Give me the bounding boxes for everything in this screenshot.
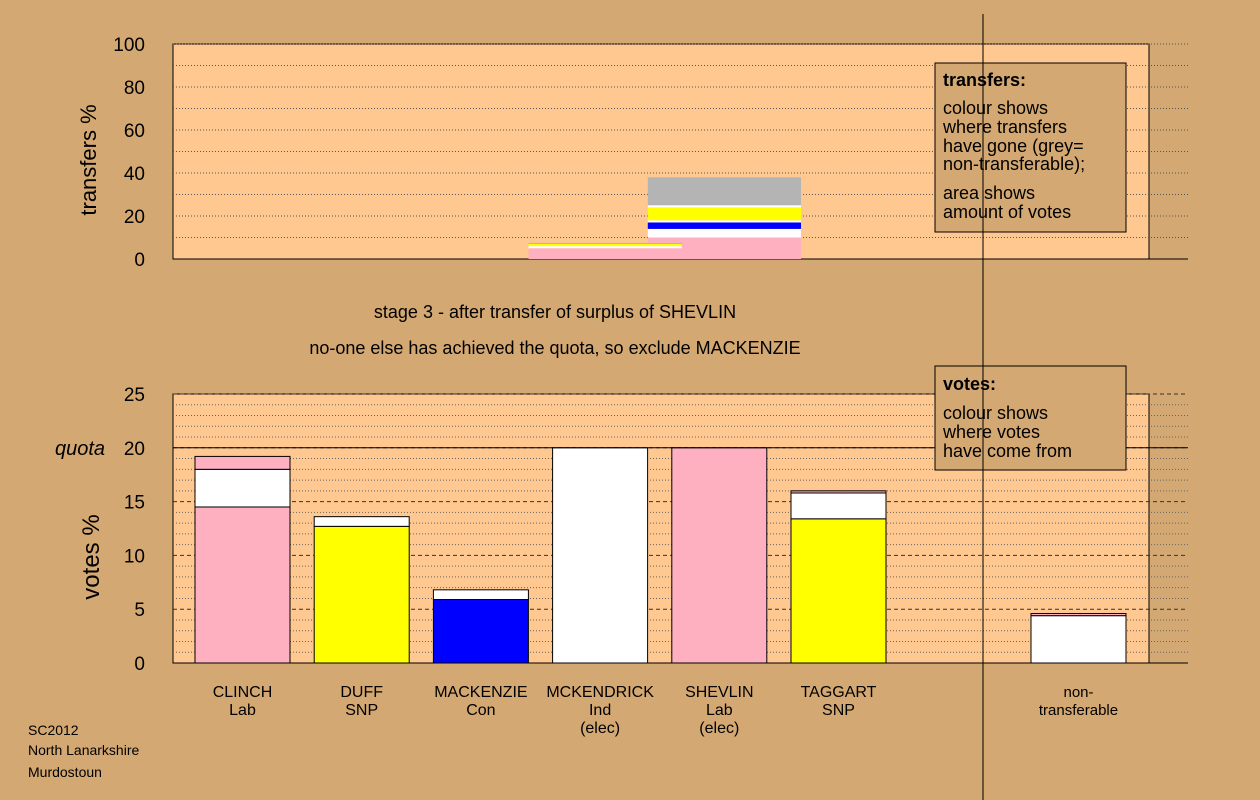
transfer-segment: [647, 228, 801, 238]
transfers-legend-line: non-transferable);: [943, 154, 1085, 174]
exclusion-text: no-one else has achieved the quota, so e…: [309, 338, 800, 358]
votes-legend-line: have come from: [943, 441, 1072, 461]
candidate-label: non-: [1063, 684, 1093, 701]
vote-bar-segment: [552, 447, 649, 664]
transfers-legend-line: have gone (grey=: [943, 136, 1084, 156]
transfers-legend-title: transfers:: [943, 70, 1026, 90]
transfers-tick-label: 20: [124, 207, 145, 228]
votes-tick-label: 25: [124, 385, 145, 406]
vote-bar-segment: [790, 492, 887, 520]
transfers-tick-label: 100: [113, 35, 145, 56]
votes-legend-line: where votes: [942, 422, 1040, 442]
candidate-label: (elec): [699, 720, 739, 737]
votes-tick-label: 10: [124, 546, 145, 567]
candidate-label: Con: [466, 702, 495, 719]
transfers-legend-line: where transfers: [942, 117, 1067, 137]
vote-bar-segment: [313, 516, 410, 527]
transfers-panel: 0 20 40 60 80 100 transfers % transfers: colou…: [76, 35, 1188, 271]
vote-bar-segment: [432, 589, 529, 601]
vote-bar-segment: [671, 447, 768, 664]
vote-bar-segment: [194, 455, 291, 470]
votes-y-axis-label: votes %: [78, 514, 105, 599]
vote-bar-segment: [1030, 615, 1127, 664]
candidate-label: DUFF: [340, 684, 383, 701]
transfer-segment: [528, 242, 682, 244]
transfers-legend-line: colour shows: [943, 98, 1048, 118]
transfer-segment: [647, 177, 801, 206]
votes-legend-line: colour shows: [943, 403, 1048, 423]
votes-tick-label: 0: [134, 654, 145, 675]
vote-bar-segment: [790, 518, 887, 664]
transfer-segment: [647, 207, 801, 221]
vote-bar-segment: [313, 525, 410, 664]
candidate-label: TAGGART: [801, 684, 877, 701]
transfers-tick-label: 60: [124, 121, 145, 142]
footer-election: SC2012: [28, 722, 79, 738]
stage-text: stage 3 - after transfer of surplus of S…: [374, 302, 736, 322]
candidate-label: Lab: [229, 702, 256, 719]
votes-tick-label: 15: [124, 493, 145, 514]
transfer-segment: [647, 220, 801, 223]
transfer-segment: [647, 222, 801, 229]
candidate-label: SNP: [822, 702, 855, 719]
candidate-label: transferable: [1039, 702, 1118, 719]
footer: SC2012 North Lanarkshire Murdostoun: [28, 722, 139, 780]
votes-y-axis: 0 5 10 15 20 25: [124, 385, 145, 675]
votes-tick-label: 20: [124, 439, 145, 460]
candidate-label: Ind: [589, 702, 611, 719]
quota-label: quota: [55, 438, 105, 460]
vote-bar-segment: [194, 468, 291, 508]
transfer-segment: [647, 205, 801, 208]
transfers-tick-label: 0: [134, 250, 145, 271]
transfers-y-axis-label: transfers %: [76, 104, 101, 215]
transfer-segment: [647, 237, 801, 259]
transfer-segment: [528, 248, 682, 259]
vote-bar-segment: [194, 506, 291, 664]
transfers-bars: [528, 177, 801, 259]
vote-bar-segment: [790, 490, 887, 494]
candidate-label: Lab: [706, 702, 733, 719]
candidate-label: SNP: [345, 702, 378, 719]
candidate-label: MCKENDRICK: [546, 684, 654, 701]
candidate-labels: CLINCHLabDUFFSNPMACKENZIEConMCKENDRICKIn…: [213, 684, 1118, 737]
vote-bar-segment: [432, 599, 529, 664]
transfers-tick-label: 80: [124, 78, 145, 99]
candidate-label: CLINCH: [213, 684, 273, 701]
transfers-tick-label: 40: [124, 164, 145, 185]
votes-tick-label: 5: [134, 600, 145, 621]
footer-ward: Murdostoun: [28, 764, 102, 780]
transfer-segment: [528, 246, 682, 249]
transfers-legend-line: area shows: [943, 183, 1035, 203]
votes-legend-title: votes:: [943, 374, 996, 394]
transfer-segment: [528, 243, 682, 247]
transfers-legend-box: [934, 62, 1127, 233]
candidate-label: SHEVLIN: [685, 684, 753, 701]
vote-bar-segment: [1030, 613, 1127, 617]
votes-bars: [194, 447, 1127, 664]
candidate-label: (elec): [580, 720, 620, 737]
candidate-label: MACKENZIE: [434, 684, 527, 701]
transfers-legend-line: amount of votes: [943, 202, 1071, 222]
votes-legend-box: [934, 365, 1127, 471]
footer-council: North Lanarkshire: [28, 742, 139, 758]
transfers-y-axis: 0 20 40 60 80 100: [113, 35, 145, 271]
